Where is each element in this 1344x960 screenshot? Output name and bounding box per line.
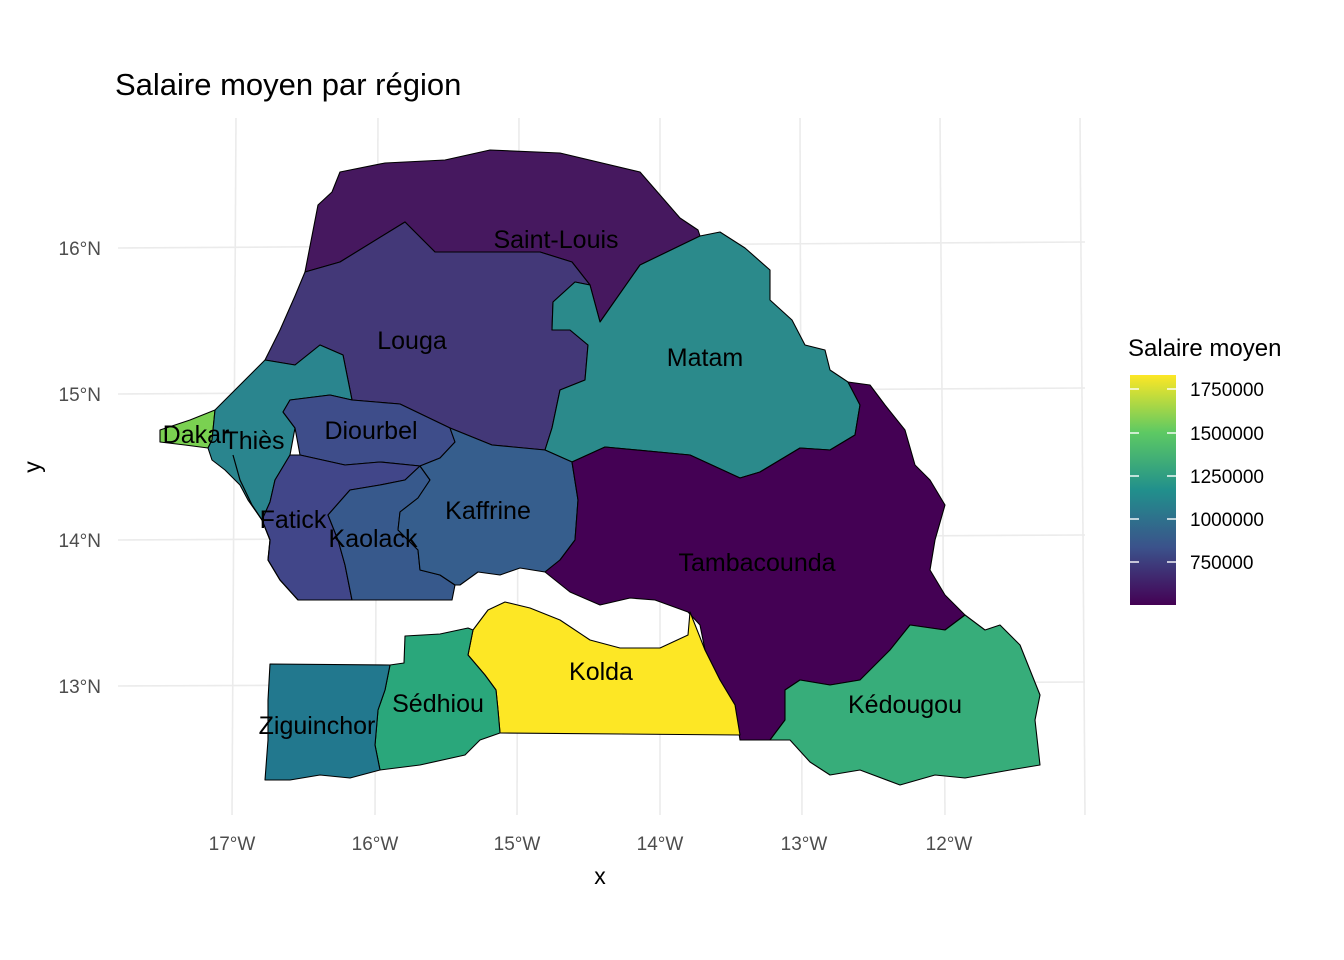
chart-title: Salaire moyen par région <box>115 67 461 102</box>
region-kedougou[interactable] <box>769 614 1041 786</box>
regions-layer <box>159 149 1041 786</box>
region-thies[interactable] <box>207 344 353 521</box>
x-tick-label: 17°W <box>209 834 256 855</box>
region-label: Louga <box>377 327 447 355</box>
region-label: Kédougou <box>848 691 962 719</box>
region-label: Kolda <box>569 658 633 686</box>
legend-tick-label: 1500000 <box>1190 424 1264 445</box>
y-tick-label: 15°N <box>59 385 101 406</box>
legend-title: Salaire moyen <box>1128 335 1281 362</box>
x-axis-title: x <box>594 863 606 889</box>
region-ziguinchor[interactable] <box>264 663 391 781</box>
legend-tick-label: 1250000 <box>1190 467 1264 488</box>
legend-tick-label: 1000000 <box>1190 510 1264 531</box>
coastline <box>232 454 299 601</box>
legend-tick-label: 1750000 <box>1190 380 1264 401</box>
y-tick-label: 14°N <box>59 531 101 552</box>
region-label: Tambacounda <box>678 549 835 577</box>
region-label: Thiès <box>223 427 284 455</box>
y-tick-label: 16°N <box>59 239 101 260</box>
region-label: Kaolack <box>329 525 418 553</box>
region-label: Dakar <box>163 421 230 449</box>
x-tick-label: 16°W <box>352 834 399 855</box>
region-kaffrine[interactable] <box>397 427 579 586</box>
region-label: Matam <box>667 344 743 372</box>
legend-tick-label: 750000 <box>1190 553 1253 574</box>
x-tick-label: 14°W <box>637 834 684 855</box>
y-tick-label: 13°N <box>59 677 101 698</box>
region-labels: Saint-Louis Louga Matam Dakar Thiès Diou… <box>163 226 962 740</box>
region-label: Kaffrine <box>445 497 531 525</box>
legend-colorbar <box>1130 375 1176 605</box>
x-tick-label: 15°W <box>494 834 541 855</box>
y-axis-ticks: 16°N 15°N 14°N 13°N <box>59 239 101 698</box>
region-label: Fatick <box>260 506 327 534</box>
legend: Salaire moyen 1750000 1500000 1250000 10… <box>1128 335 1281 605</box>
x-axis-ticks: 17°W 16°W 15°W 14°W 13°W 12°W <box>209 834 973 855</box>
y-axis-title: y <box>19 461 45 473</box>
region-label: Saint-Louis <box>493 226 618 254</box>
x-tick-label: 13°W <box>781 834 828 855</box>
region-label: Sédhiou <box>392 690 484 718</box>
region-label: Diourbel <box>324 417 417 445</box>
region-label: Ziguinchor <box>259 712 376 740</box>
x-tick-label: 12°W <box>926 834 973 855</box>
